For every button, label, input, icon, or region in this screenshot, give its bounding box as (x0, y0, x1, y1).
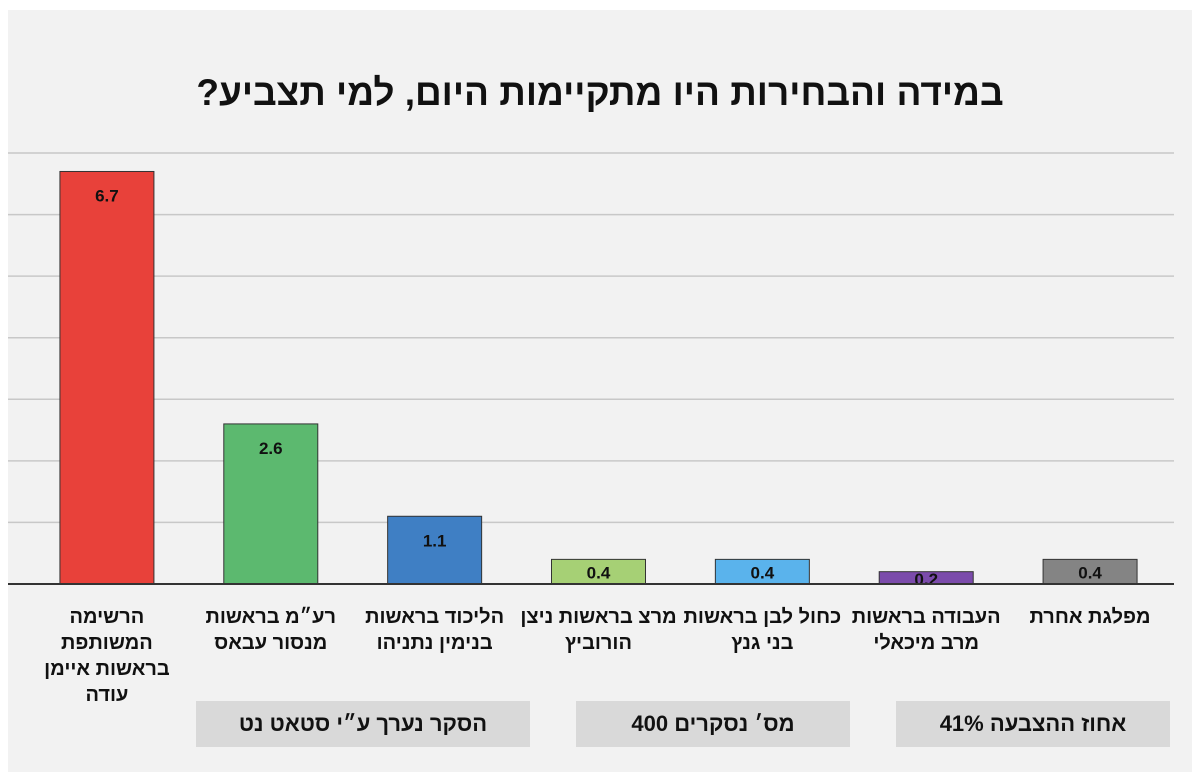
data-label: 0.2 (914, 570, 938, 589)
data-label: 2.6 (259, 439, 283, 458)
data-label: 0.4 (587, 564, 611, 583)
turnout-info-box: אחוז ההצבעה 41% (896, 701, 1170, 747)
bar (223, 423, 319, 585)
data-label: 0.4 (1078, 564, 1102, 583)
category-label: מרצ בראשות ניצן הורוביץ (520, 606, 677, 654)
data-labels: 6.7 2.6 1.1 0.4 0.4 0.2 0.4 (95, 186, 1102, 588)
data-label: 6.7 (95, 186, 119, 205)
bar (387, 515, 483, 585)
respondents-info-box: מס׳ נסקרים 400 (576, 701, 850, 747)
data-label: 0.4 (751, 564, 775, 583)
bar (1042, 558, 1138, 585)
category-label: העבודה בראשות מרב מיכאלי (851, 606, 1001, 654)
gridlines (8, 152, 1174, 524)
category-label: רע״מ בראשות מנסור עבאס (205, 606, 337, 654)
bars (59, 170, 1138, 585)
bar (59, 170, 155, 585)
category-label: כחול לבן בראשות בני גנץ (683, 606, 842, 654)
survey-info-box: הסקר נערך ע״י סטאט נט (196, 701, 530, 747)
chart-background (8, 10, 1192, 772)
chart-title: במידה והבחירות היו מתקיימות היום, למי תצ… (196, 72, 1004, 113)
category-label: הרשימה המשותפת בראשות איימן עודה (44, 606, 170, 706)
category-label: מפלגת אחרת (1029, 606, 1151, 628)
bar (714, 558, 810, 585)
data-label: 1.1 (423, 531, 447, 550)
category-label: הליכוד בראשות בנימין נתניהו (365, 606, 505, 654)
